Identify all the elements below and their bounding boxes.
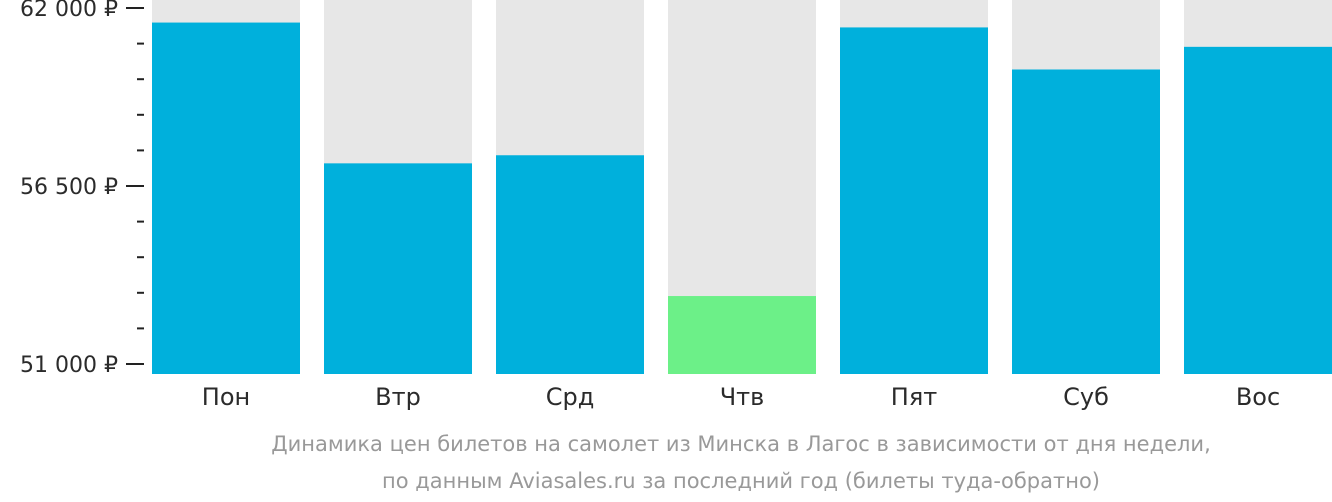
bar <box>840 27 988 374</box>
x-axis-labels: Пон Втр Срд Чтв Пят Суб Вос <box>202 383 1280 411</box>
caption-line-1: Динамика цен билетов на самолет из Минск… <box>271 432 1211 456</box>
x-tick-label: Срд <box>546 383 595 411</box>
bar <box>668 296 816 374</box>
bar <box>496 155 644 374</box>
y-axis: 62 000 ₽ 56 500 ₽ 51 000 ₽ <box>20 0 144 378</box>
y-tick-label: 56 500 ₽ <box>20 175 118 200</box>
caption-line-2: по данным Aviasales.ru за последний год … <box>382 469 1100 493</box>
x-tick-label: Пон <box>202 383 250 411</box>
bar <box>152 22 300 375</box>
x-tick-label: Втр <box>375 383 421 411</box>
x-tick-label: Чтв <box>720 383 765 411</box>
y-tick-label: 62 000 ₽ <box>20 0 118 22</box>
y-tick-label: 51 000 ₽ <box>20 353 118 378</box>
bar <box>1184 46 1332 374</box>
x-tick-label: Суб <box>1063 383 1109 411</box>
bar <box>1012 69 1160 374</box>
bars <box>152 22 1332 375</box>
x-tick-label: Пят <box>891 383 937 411</box>
bar <box>324 163 472 374</box>
x-tick-label: Вос <box>1236 383 1280 411</box>
